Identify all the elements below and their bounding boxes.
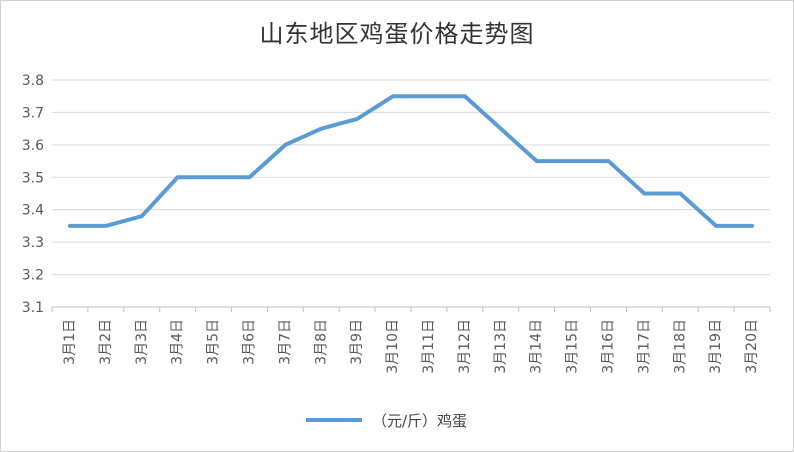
data-point: [68, 224, 72, 228]
y-axis: 3.1 3.2 3.3 3.4 3.5 3.6 3.7 3.8: [22, 73, 44, 316]
x-tick-label: 3月9日: [349, 319, 365, 365]
data-point: [606, 159, 610, 163]
legend-line-swatch: [306, 418, 362, 422]
y-tick-label: 3.5: [22, 170, 44, 186]
y-tick-label: 3.2: [22, 268, 44, 284]
x-tick-label: 3月4日: [170, 319, 186, 365]
data-point: [499, 127, 503, 131]
data-point: [714, 224, 718, 228]
data-point: [176, 175, 180, 179]
x-tick-label: 3月7日: [277, 319, 293, 365]
legend: （元/斤）鸡蛋: [306, 410, 467, 430]
x-tick-label: 3月16日: [600, 319, 616, 374]
data-point: [283, 143, 287, 147]
data-point: [642, 192, 646, 195]
x-tick-label: 3月18日: [672, 319, 688, 374]
legend-label: （元/斤）鸡蛋: [372, 411, 468, 430]
y-tick-label: 3.7: [22, 105, 44, 121]
x-tick-label: 3月14日: [529, 319, 545, 374]
data-point: [391, 94, 395, 98]
x-tick-label: 3月8日: [313, 319, 329, 365]
data-point: [535, 159, 539, 163]
y-tick-label: 3.3: [22, 235, 44, 251]
x-axis: 3月1日 3月2日 3月3日 3月4日 3月5日 3月6日 3月7日 3月8日 3月9日 3月10…: [51, 307, 771, 374]
y-tick-label: 3.6: [22, 138, 44, 154]
x-tick-label: 3月3日: [134, 319, 150, 365]
data-point: [427, 94, 431, 98]
x-tick-label: 3月12日: [457, 319, 473, 374]
data-point: [319, 127, 323, 131]
data-point: [212, 175, 216, 179]
series-layer: [67, 94, 755, 228]
y-tick-label: 3.4: [22, 203, 44, 219]
series-line: [67, 94, 755, 228]
x-tick-label: 3月2日: [98, 319, 114, 365]
x-tick-label: 3月13日: [493, 319, 509, 374]
data-point: [678, 192, 682, 195]
x-tick-label: 3月1日: [62, 319, 78, 365]
chart-title: 山东地区鸡蛋价格走势图: [259, 20, 535, 48]
x-tick-label: 3月6日: [241, 319, 257, 365]
x-tick-label: 3月5日: [206, 319, 222, 365]
data-point: [463, 94, 467, 98]
data-point: [355, 117, 359, 121]
x-tick-label: 3月20日: [744, 319, 760, 374]
y-tick-label: 3.1: [22, 300, 44, 316]
x-tick-label: 3月17日: [636, 319, 652, 374]
data-point: [571, 159, 575, 163]
x-tick-label: 3月11日: [421, 319, 437, 374]
x-tick-label: 3月10日: [385, 319, 401, 374]
x-tick-label: 3月15日: [565, 319, 581, 374]
data-point: [140, 214, 144, 218]
data-point: [750, 224, 754, 228]
y-tick-label: 3.8: [22, 73, 44, 89]
data-point: [104, 224, 108, 228]
grid-lines: [52, 79, 770, 308]
data-point: [247, 175, 251, 179]
x-tick-label: 3月19日: [708, 319, 724, 374]
